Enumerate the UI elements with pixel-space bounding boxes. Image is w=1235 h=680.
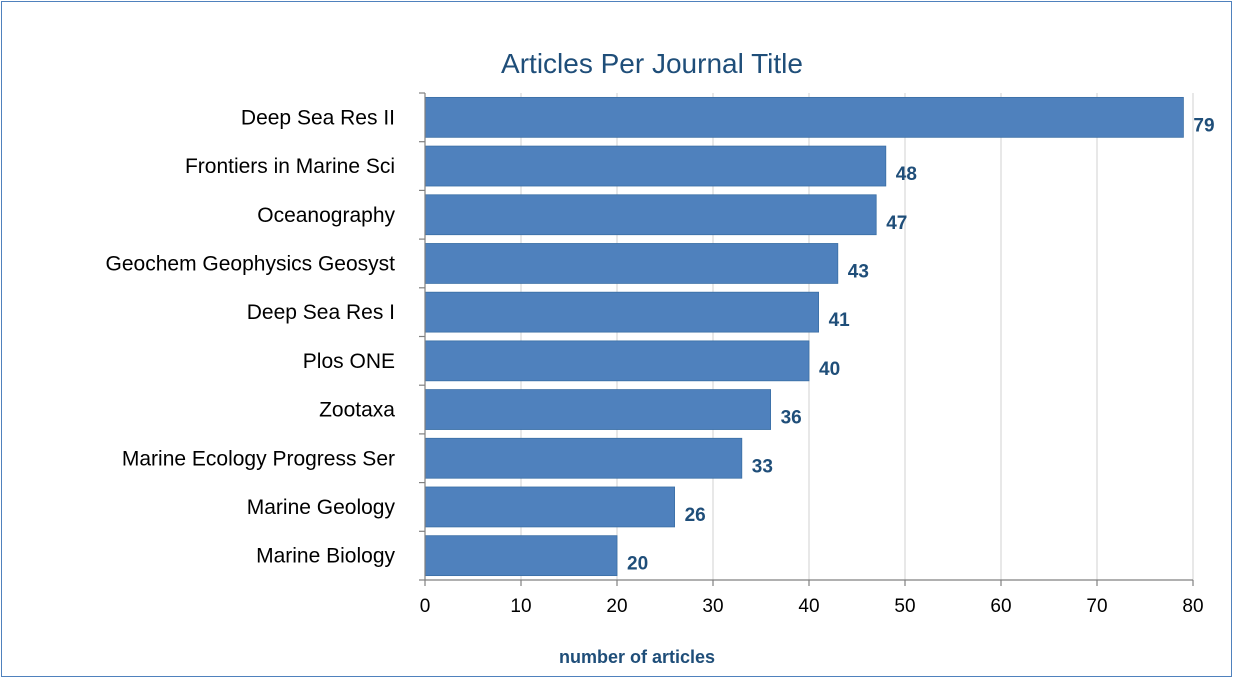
axes [419,92,1194,586]
bar [424,389,772,430]
data-label: 33 [752,456,773,477]
category-label: Zootaxa [319,399,395,422]
category-label: Marine Geology [247,496,396,519]
bar [424,145,887,187]
bar [424,486,676,528]
x-tick-label: 30 [702,596,723,617]
data-label: 26 [685,505,706,526]
x-tick-label: 0 [420,596,431,617]
bar [424,437,743,479]
bar [424,243,839,284]
chart-title: Articles Per Journal Title [501,48,803,79]
data-label: 40 [819,359,840,380]
category-label: Marine Ecology Progress Ser [122,447,395,470]
x-tick-label: 50 [894,596,915,617]
category-label: Oceanography [257,204,395,227]
bar [424,194,877,236]
x-axis-title: number of articles [559,647,715,667]
category-label: Frontiers in Marine Sci [185,155,395,178]
bars [424,96,1184,577]
x-tick-label: 70 [1086,596,1107,617]
category-label: Deep Sea Res I [247,301,395,324]
data-label: 48 [896,164,917,185]
data-label: 41 [829,310,851,331]
x-tick-label: 80 [1182,596,1203,617]
data-label: 79 [1193,115,1214,136]
x-tick-label: 60 [990,596,1011,617]
data-label: 36 [781,408,802,429]
category-label: Geochem Geophysics Geosyst [106,252,396,275]
x-tick-label: 20 [606,596,627,617]
data-label: 47 [886,213,907,234]
category-label: Marine Biology [256,545,395,568]
data-label: 43 [848,261,869,282]
x-tick-label: 40 [798,596,819,617]
x-tick-label: 10 [510,596,531,617]
bar [424,291,820,333]
category-label: Plos ONE [303,350,395,373]
data-label: 20 [627,554,648,575]
bar [424,535,618,577]
category-label: Deep Sea Res II [241,106,395,129]
labels: 79 Deep Sea Res II 48 Frontiers in Marine S… [106,106,1215,617]
bar [424,340,810,382]
bar [424,96,1184,138]
